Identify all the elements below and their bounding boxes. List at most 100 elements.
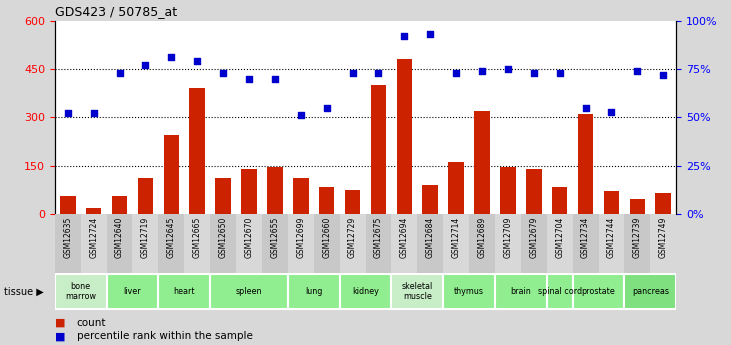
Bar <box>391 275 443 308</box>
Point <box>605 109 617 114</box>
Point <box>269 76 281 81</box>
Bar <box>60 196 75 214</box>
Point <box>165 55 177 60</box>
Point <box>346 70 358 76</box>
Bar <box>604 191 619 214</box>
Text: spinal cord: spinal cord <box>537 287 582 296</box>
Text: thymus: thymus <box>454 287 484 296</box>
Point <box>295 112 306 118</box>
Bar <box>159 275 211 308</box>
Point <box>632 68 643 74</box>
Text: liver: liver <box>124 287 141 296</box>
Bar <box>159 214 184 273</box>
Text: percentile rank within the sample: percentile rank within the sample <box>77 332 253 341</box>
Bar <box>216 178 231 214</box>
Bar <box>443 275 495 308</box>
Text: GSM12655: GSM12655 <box>270 217 279 258</box>
Bar <box>80 214 107 273</box>
Point <box>114 70 126 76</box>
Bar <box>86 208 102 214</box>
Bar <box>288 214 314 273</box>
Text: ■: ■ <box>55 332 65 341</box>
Bar <box>55 214 80 273</box>
Point <box>657 72 669 78</box>
Text: GSM12729: GSM12729 <box>348 217 357 258</box>
Bar <box>448 162 464 214</box>
Bar <box>552 187 567 214</box>
Bar <box>577 114 594 214</box>
Text: GSM12665: GSM12665 <box>193 217 202 258</box>
Bar <box>267 167 283 214</box>
Text: GSM12709: GSM12709 <box>504 217 512 258</box>
Bar <box>184 214 211 273</box>
Text: brain: brain <box>510 287 531 296</box>
Text: GSM12739: GSM12739 <box>633 217 642 258</box>
Bar <box>314 214 340 273</box>
Bar <box>396 59 412 214</box>
Bar <box>474 111 490 214</box>
Text: GSM12689: GSM12689 <box>477 217 487 258</box>
Bar <box>189 88 205 214</box>
Text: GSM12719: GSM12719 <box>141 217 150 258</box>
Point <box>528 70 539 76</box>
Point <box>580 105 591 110</box>
Bar <box>340 214 366 273</box>
Bar <box>624 214 651 273</box>
Bar <box>293 178 308 214</box>
Bar <box>547 214 572 273</box>
Text: GSM12650: GSM12650 <box>219 217 227 258</box>
Text: GSM12699: GSM12699 <box>296 217 306 258</box>
Text: ■: ■ <box>55 318 65 327</box>
Bar <box>288 275 340 308</box>
Text: tissue ▶: tissue ▶ <box>4 287 43 296</box>
Point <box>140 62 151 68</box>
Text: GSM12684: GSM12684 <box>425 217 435 258</box>
Text: lung: lung <box>305 287 322 296</box>
Bar <box>443 214 469 273</box>
Text: GSM12704: GSM12704 <box>555 217 564 258</box>
Text: GSM12635: GSM12635 <box>64 217 72 258</box>
Bar <box>423 185 438 214</box>
Bar <box>391 214 417 273</box>
Bar <box>495 275 547 308</box>
Text: GSM12744: GSM12744 <box>607 217 616 258</box>
Text: GSM12640: GSM12640 <box>115 217 124 258</box>
Bar <box>132 214 159 273</box>
Bar <box>417 214 443 273</box>
Text: skeletal
muscle: skeletal muscle <box>401 282 433 301</box>
Point <box>243 76 255 81</box>
Bar <box>164 135 179 214</box>
Bar <box>107 214 132 273</box>
Text: kidney: kidney <box>352 287 379 296</box>
Bar <box>112 196 127 214</box>
Text: GSM12675: GSM12675 <box>374 217 383 258</box>
Bar <box>241 169 257 214</box>
Text: GSM12645: GSM12645 <box>167 217 176 258</box>
Bar <box>107 275 159 308</box>
Point <box>554 70 566 76</box>
Bar <box>340 275 391 308</box>
Bar <box>500 167 515 214</box>
Bar <box>521 214 547 273</box>
Bar <box>651 214 676 273</box>
Bar <box>572 214 599 273</box>
Text: GSM12694: GSM12694 <box>400 217 409 258</box>
Text: GSM12734: GSM12734 <box>581 217 590 258</box>
Text: prostate: prostate <box>582 287 616 296</box>
Text: bone
marrow: bone marrow <box>65 282 96 301</box>
Bar <box>319 187 334 214</box>
Bar <box>547 275 572 308</box>
Text: pancreas: pancreas <box>632 287 669 296</box>
Bar <box>629 199 645 214</box>
Bar <box>137 178 154 214</box>
Bar <box>469 214 495 273</box>
Bar <box>656 193 671 214</box>
Text: spleen: spleen <box>235 287 262 296</box>
Bar <box>624 275 676 308</box>
Bar <box>495 214 520 273</box>
Point <box>192 59 203 64</box>
Bar <box>366 214 391 273</box>
Bar <box>345 190 360 214</box>
Text: GDS423 / 50785_at: GDS423 / 50785_at <box>55 5 177 18</box>
Point <box>398 33 410 39</box>
